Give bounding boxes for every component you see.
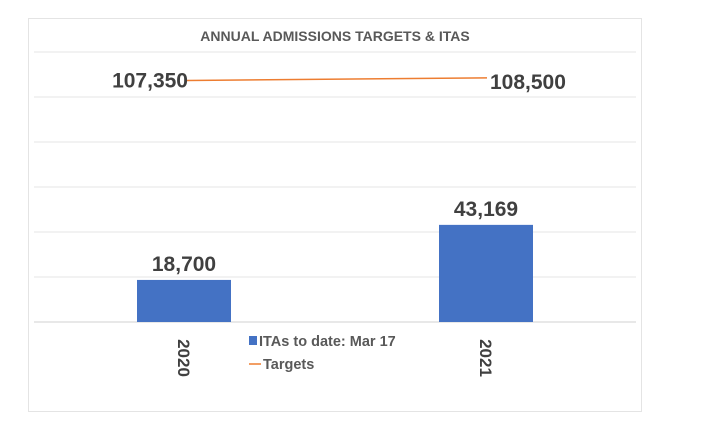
target-label-2021: 108,500 <box>490 71 566 94</box>
legend-label-targets: Targets <box>263 357 314 373</box>
target-label-2020: 107,350 <box>112 69 188 92</box>
target-line <box>186 77 488 82</box>
bar-series <box>137 224 533 322</box>
target-line-series <box>186 77 488 82</box>
legend-swatch-itas <box>249 336 257 345</box>
x-axis-ticks: 2020 2021 <box>174 339 495 377</box>
legend-label-itas: ITAs to date: Mar 17 <box>259 334 396 350</box>
bar-label-2021: 43,169 <box>454 198 518 221</box>
bar-2021 <box>439 224 533 322</box>
bar-data-labels: 18,700 43,169 <box>152 198 518 276</box>
chart-title: ANNUAL ADMISSIONS TARGETS & ITAS <box>200 28 469 44</box>
chart-frame <box>28 18 642 412</box>
gridlines <box>34 51 636 323</box>
x-tick-2020: 2020 <box>174 339 193 377</box>
bar-label-2020: 18,700 <box>152 253 216 276</box>
target-data-labels: 107,350 108,500 <box>112 69 566 93</box>
x-tick-2021: 2021 <box>476 339 495 377</box>
legend: ITAs to date: Mar 17 Targets <box>249 334 396 373</box>
bar-2020 <box>137 279 231 322</box>
